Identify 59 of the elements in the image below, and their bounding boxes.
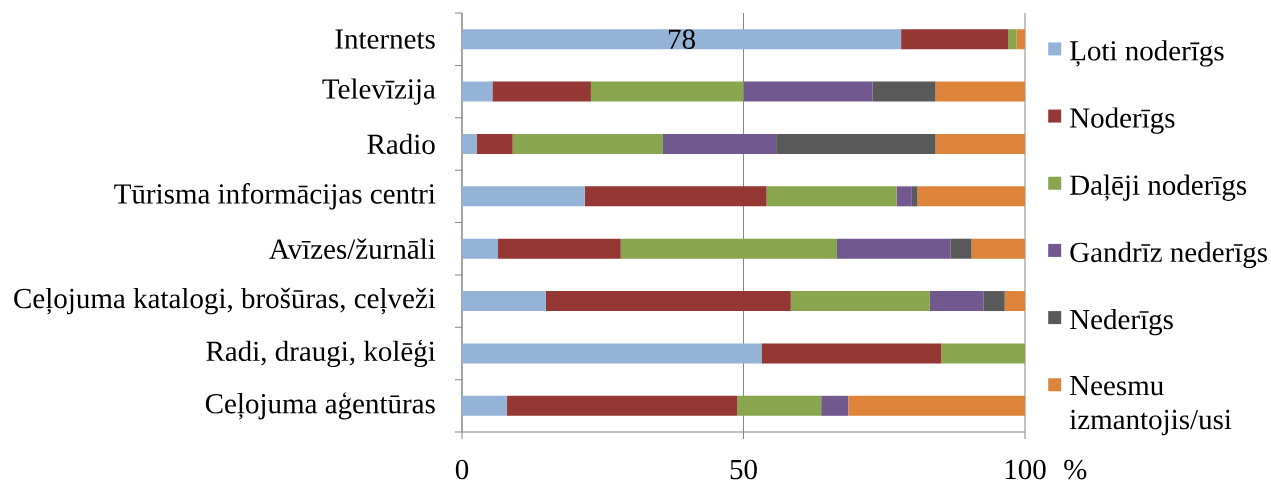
- x-axis-title: %: [1064, 459, 1087, 480]
- bar: [584, 186, 767, 207]
- x-tick-label: 50: [730, 459, 757, 480]
- bar: [935, 133, 1025, 154]
- bar: [620, 238, 837, 259]
- bar: [512, 133, 663, 154]
- bar: [901, 29, 1009, 50]
- bar: [766, 186, 897, 207]
- bar: [462, 133, 477, 154]
- bar: [462, 395, 508, 416]
- y-tick-label: Televīzija: [322, 78, 436, 105]
- bar: [761, 343, 942, 364]
- data-label: 78: [668, 29, 695, 49]
- bar: [492, 81, 591, 102]
- bar: [737, 395, 822, 416]
- legend-label: Ļoti noderīgs: [1070, 40, 1224, 67]
- y-tick-label: Radi, draugi, kolēģi: [206, 339, 436, 368]
- bar: [462, 343, 762, 364]
- x-tick-label: 100: [1005, 459, 1046, 480]
- bar: [776, 133, 936, 154]
- bar: [935, 81, 1025, 102]
- bar: [462, 81, 493, 102]
- legend-label: Neesmu izmantojis/usi: [1069, 376, 1232, 436]
- bar: [662, 133, 777, 154]
- bar: [590, 81, 744, 102]
- legend-label: Gandrīz nederīgs: [1070, 241, 1268, 269]
- x-tick-label: 0: [455, 459, 469, 480]
- bar: [462, 238, 499, 259]
- bar: [1004, 291, 1025, 312]
- bar: [476, 133, 513, 154]
- bar: [498, 238, 621, 259]
- bar: [917, 186, 1025, 207]
- y-tick-label: Tūrisma informācijas centri: [114, 183, 436, 210]
- legend-label: Noderīgs: [1070, 107, 1175, 134]
- bar: [545, 291, 791, 312]
- bar: [872, 81, 936, 102]
- bar: [971, 238, 1025, 259]
- bar: [1008, 29, 1017, 50]
- bar: [462, 186, 585, 207]
- bar: [743, 81, 873, 102]
- y-tick-label: Internets: [335, 29, 435, 49]
- y-tick-label: Avīzes/žurnāli: [269, 238, 436, 259]
- bar: [836, 238, 951, 259]
- bar: [896, 186, 912, 207]
- bar: [821, 395, 849, 416]
- legend-label: Daļēji noderīgs: [1070, 174, 1247, 201]
- legend-label: Nederīgs: [1070, 308, 1173, 336]
- bar: [929, 291, 984, 312]
- bar: [462, 29, 902, 50]
- bar: [950, 238, 972, 259]
- bar: [462, 291, 546, 312]
- bar: [790, 291, 930, 312]
- bar: [848, 395, 1025, 416]
- bar: [983, 291, 1005, 312]
- y-tick-label: Ceļojuma aģentūras: [205, 392, 435, 420]
- bar: [941, 343, 1025, 364]
- y-tick-label: Ceļojuma katalogi, brošūras, ceļveži: [14, 287, 436, 315]
- bar: [507, 395, 738, 416]
- y-tick-label: Radio: [367, 133, 435, 155]
